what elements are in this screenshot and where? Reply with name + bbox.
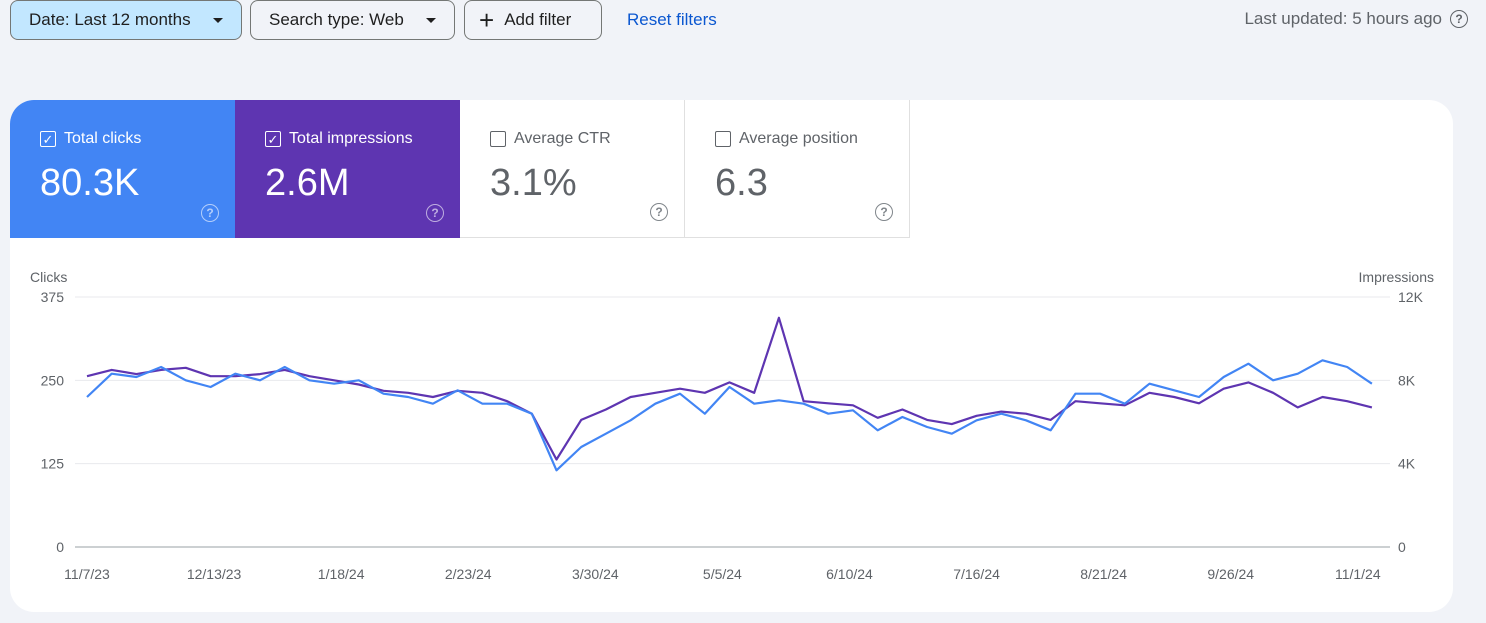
x-axis-tick: 9/26/24 <box>1207 566 1254 582</box>
x-axis-tick: 6/10/24 <box>826 566 873 582</box>
metric-tile-total-impressions[interactable]: ✓ Total impressions 2.6M ? <box>235 100 460 238</box>
left-axis-title: Clicks <box>30 269 67 285</box>
metric-value: 80.3K <box>40 162 140 204</box>
metric-value: 6.3 <box>715 162 768 204</box>
metric-label: Total clicks <box>64 130 142 147</box>
metric-tile-average-position[interactable]: Average position 6.3 ? <box>685 100 910 238</box>
left-axis-tick: 250 <box>41 372 65 388</box>
right-axis-tick: 0 <box>1398 539 1406 555</box>
last-updated: Last updated: 5 hours ago ? <box>1244 9 1468 29</box>
x-axis-tick: 12/13/23 <box>187 566 242 582</box>
help-icon[interactable]: ? <box>875 203 893 221</box>
last-updated-text: Last updated: 5 hours ago <box>1244 9 1442 28</box>
plus-icon: + <box>479 4 495 35</box>
checkbox-unchecked-icon[interactable] <box>490 131 506 147</box>
right-axis-title: Impressions <box>1359 269 1434 285</box>
metric-value: 3.1% <box>490 162 577 204</box>
metric-tile-total-clicks[interactable]: ✓ Total clicks 80.3K ? <box>10 100 235 238</box>
help-icon[interactable]: ? <box>426 204 444 222</box>
help-icon[interactable]: ? <box>1450 10 1468 28</box>
dropdown-caret-icon <box>425 17 436 23</box>
metric-value: 2.6M <box>265 162 350 204</box>
series-line-clicks <box>86 359 1373 472</box>
date-filter-chip[interactable]: Date: Last 12 months <box>10 0 242 40</box>
checkbox-checked-icon[interactable]: ✓ <box>40 131 56 147</box>
dropdown-caret-icon <box>212 17 223 23</box>
x-axis-tick: 3/30/24 <box>572 566 619 582</box>
x-axis-tick: 2/23/24 <box>445 566 492 582</box>
metric-label: Total impressions <box>289 130 413 147</box>
x-axis-tick: 11/7/23 <box>64 566 110 582</box>
search-type-label: Search type: Web <box>269 10 404 29</box>
right-axis-tick: 12K <box>1398 289 1424 305</box>
search-type-chip[interactable]: Search type: Web <box>250 0 455 40</box>
help-icon[interactable]: ? <box>201 204 219 222</box>
metric-label: Average position <box>739 130 858 147</box>
right-axis-tick: 4K <box>1398 456 1416 472</box>
right-axis-tick: 8K <box>1398 372 1416 388</box>
x-axis-tick: 1/18/24 <box>318 566 365 582</box>
x-axis-tick: 7/16/24 <box>953 566 1000 582</box>
metric-label: Average CTR <box>514 130 611 147</box>
performance-card: ✓ Total clicks 80.3K ? ✓ Total impressions… <box>10 100 1453 612</box>
metric-tile-average-ctr[interactable]: Average CTR 3.1% ? <box>460 100 685 238</box>
add-filter-button[interactable]: + Add filter <box>464 0 602 40</box>
help-icon[interactable]: ? <box>650 203 668 221</box>
left-axis-tick: 0 <box>56 539 64 555</box>
date-filter-label: Date: Last 12 months <box>29 10 191 29</box>
x-axis-tick: 11/1/24 <box>1335 566 1381 582</box>
add-filter-label: Add filter <box>504 10 572 29</box>
left-axis-tick: 375 <box>41 289 65 305</box>
series-line-impressions <box>86 316 1373 461</box>
x-axis-tick: 5/5/24 <box>703 566 742 582</box>
x-axis-tick: 8/21/24 <box>1080 566 1127 582</box>
reset-filters-link[interactable]: Reset filters <box>627 10 717 29</box>
checkbox-unchecked-icon[interactable] <box>715 131 731 147</box>
checkbox-checked-icon[interactable]: ✓ <box>265 131 281 147</box>
left-axis-tick: 125 <box>41 456 65 472</box>
